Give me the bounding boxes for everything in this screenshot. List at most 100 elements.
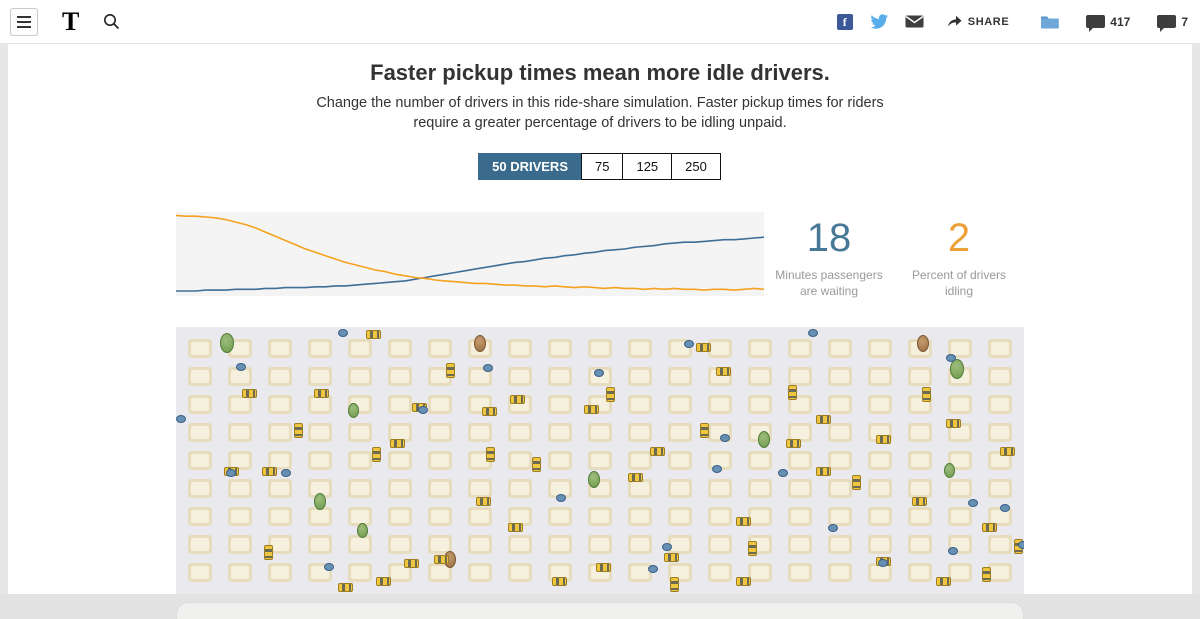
stat-idle-label: Percent of drivers idling (911, 268, 1007, 298)
city-block (268, 507, 292, 527)
taxi-icon (434, 555, 449, 565)
city-block (628, 395, 652, 415)
taxi-icon (736, 517, 751, 527)
rider-icon (1000, 504, 1010, 513)
city-block (668, 451, 692, 471)
taxi-icon (716, 367, 731, 377)
city-block (308, 451, 332, 471)
hamburger-menu-button[interactable] (10, 7, 38, 36)
rider-icon (281, 469, 291, 478)
city-block (348, 535, 372, 555)
city-block (348, 563, 372, 583)
taxi-icon (552, 577, 567, 587)
taxi-icon (786, 439, 801, 449)
city-block (988, 395, 1012, 415)
comment-bubble-icon (1086, 15, 1106, 32)
stat-wait: 18 Minutes passengers are waiting (764, 218, 894, 299)
city-block (228, 507, 252, 527)
stat-idle-value: 2 (947, 216, 971, 261)
city-block (268, 451, 292, 471)
city-block (308, 339, 332, 359)
city-block (828, 451, 852, 471)
city-block (308, 507, 332, 527)
taxi-icon (294, 423, 303, 439)
city-simulation (176, 327, 1024, 595)
taxi-icon (606, 387, 615, 403)
folder-icon[interactable] (1040, 14, 1060, 29)
city-block (228, 339, 252, 359)
rider-icon (878, 559, 888, 568)
page-title: Faster pickup times mean more idle drive… (370, 60, 830, 85)
tree-icon (474, 335, 486, 353)
city-block (428, 507, 452, 527)
rider-icon (1018, 541, 1024, 550)
city-block (548, 367, 572, 387)
city-block (228, 451, 252, 471)
taxi-icon (816, 467, 831, 477)
city-block (468, 563, 492, 583)
rider-icon (176, 415, 186, 424)
city-block (948, 395, 972, 415)
city-block (308, 479, 332, 499)
city-block (268, 535, 292, 555)
tree-icon (588, 471, 600, 489)
share-button[interactable]: SHARE (947, 15, 1010, 28)
driver-count-button-75[interactable]: 75 (581, 153, 624, 181)
city-block (308, 395, 332, 415)
city-block (908, 367, 932, 387)
rider-icon (324, 563, 334, 572)
city-block (708, 395, 732, 415)
taxi-icon (982, 567, 991, 583)
city-block (588, 451, 612, 471)
twitter-icon[interactable] (870, 14, 888, 29)
city-block (348, 339, 372, 359)
city-block (868, 367, 892, 387)
taxi-icon (664, 553, 679, 563)
taxi-icon (936, 577, 951, 587)
city-block (788, 423, 812, 443)
taxi-icon (264, 545, 273, 561)
stats: 18 Minutes passengers are waiting 2 Perc… (764, 212, 1024, 299)
taxi-icon (922, 387, 931, 403)
taxi-icon (816, 415, 831, 425)
city-block (708, 535, 732, 555)
comments-button[interactable]: 417 (1086, 15, 1130, 32)
city-block (428, 479, 452, 499)
city-block (748, 367, 772, 387)
taxi-icon (366, 330, 381, 340)
taxi-icon (852, 475, 861, 491)
city-block (508, 507, 532, 527)
city-block (948, 563, 972, 583)
tree-icon (944, 463, 955, 479)
search-icon[interactable] (103, 13, 120, 30)
city-block (628, 563, 652, 583)
city-block (628, 339, 652, 359)
driver-count-button-125[interactable]: 125 (622, 153, 673, 181)
city-block (308, 535, 332, 555)
city-block (828, 423, 852, 443)
city-block (788, 535, 812, 555)
facebook-icon[interactable]: f (836, 13, 853, 30)
driver-count-button-250[interactable]: 250 (671, 153, 721, 181)
city-block (508, 535, 532, 555)
tree-icon (348, 403, 359, 419)
driver-count-button-50-drivers[interactable]: 50 DRIVERS (478, 153, 582, 181)
rider-icon (483, 364, 493, 373)
city-block (308, 423, 332, 443)
city-block (708, 339, 732, 359)
city-block (268, 367, 292, 387)
email-icon[interactable] (905, 15, 924, 28)
comments-button-secondary[interactable]: 7 (1157, 15, 1188, 32)
city-block (668, 479, 692, 499)
city-block (268, 395, 292, 415)
city-block (308, 367, 332, 387)
nyt-logo[interactable]: T (62, 6, 80, 36)
city-block (228, 367, 252, 387)
city-block (428, 451, 452, 471)
city-block (508, 367, 532, 387)
city-block (988, 507, 1012, 527)
city-block (628, 507, 652, 527)
city-block (788, 563, 812, 583)
city-block (948, 423, 972, 443)
taxi-icon (372, 447, 381, 463)
